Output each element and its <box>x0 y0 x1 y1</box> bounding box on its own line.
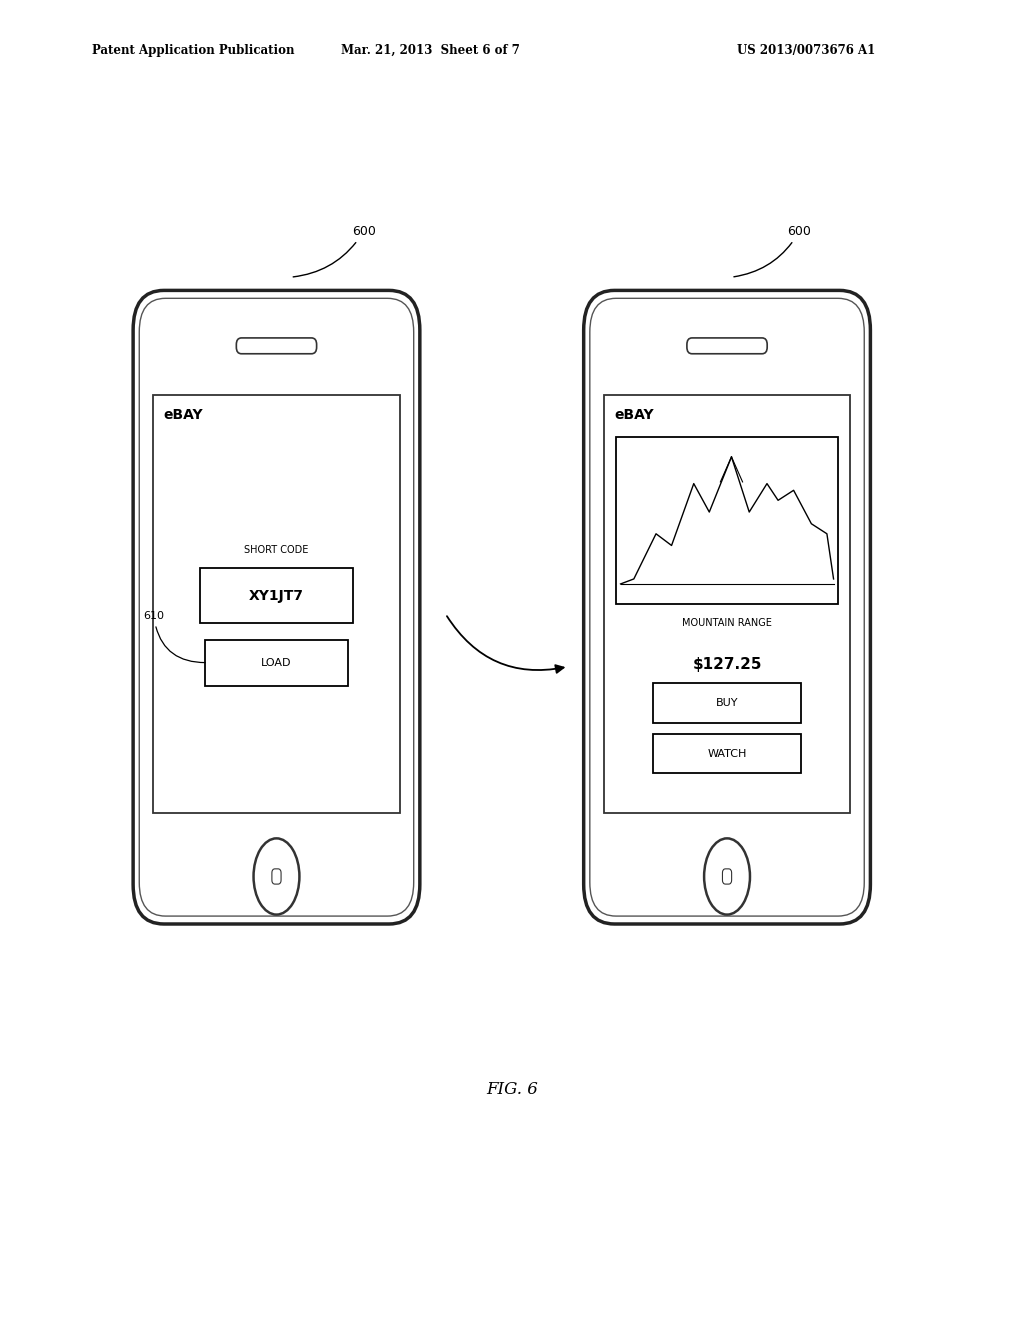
Bar <box>200 569 353 623</box>
Text: eBAY: eBAY <box>164 408 203 422</box>
FancyBboxPatch shape <box>723 869 731 884</box>
Bar <box>154 395 399 813</box>
FancyBboxPatch shape <box>687 338 767 354</box>
Bar <box>616 437 838 605</box>
FancyBboxPatch shape <box>272 869 281 884</box>
Text: WATCH: WATCH <box>708 748 746 759</box>
Text: eBAY: eBAY <box>614 408 653 422</box>
Text: XY1JT7: XY1JT7 <box>249 589 304 603</box>
Text: FIG. 6: FIG. 6 <box>486 1081 538 1097</box>
Text: Mar. 21, 2013  Sheet 6 of 7: Mar. 21, 2013 Sheet 6 of 7 <box>341 44 519 57</box>
FancyBboxPatch shape <box>237 338 316 354</box>
Text: $127.25: $127.25 <box>692 657 762 672</box>
Bar <box>604 395 850 813</box>
Bar <box>653 684 801 723</box>
Bar <box>205 640 348 685</box>
Text: US 2013/0073676 A1: US 2013/0073676 A1 <box>737 44 876 57</box>
Ellipse shape <box>254 838 299 915</box>
Text: SHORT CODE: SHORT CODE <box>245 545 308 554</box>
Text: 600: 600 <box>293 224 376 277</box>
Text: Patent Application Publication: Patent Application Publication <box>92 44 295 57</box>
Text: MOUNTAIN RANGE: MOUNTAIN RANGE <box>682 618 772 628</box>
Bar <box>653 734 801 774</box>
Ellipse shape <box>705 838 750 915</box>
Text: BUY: BUY <box>716 698 738 709</box>
FancyBboxPatch shape <box>133 290 420 924</box>
FancyBboxPatch shape <box>584 290 870 924</box>
Text: 600: 600 <box>734 224 811 277</box>
Text: LOAD: LOAD <box>261 657 292 668</box>
Text: 610: 610 <box>143 611 205 663</box>
